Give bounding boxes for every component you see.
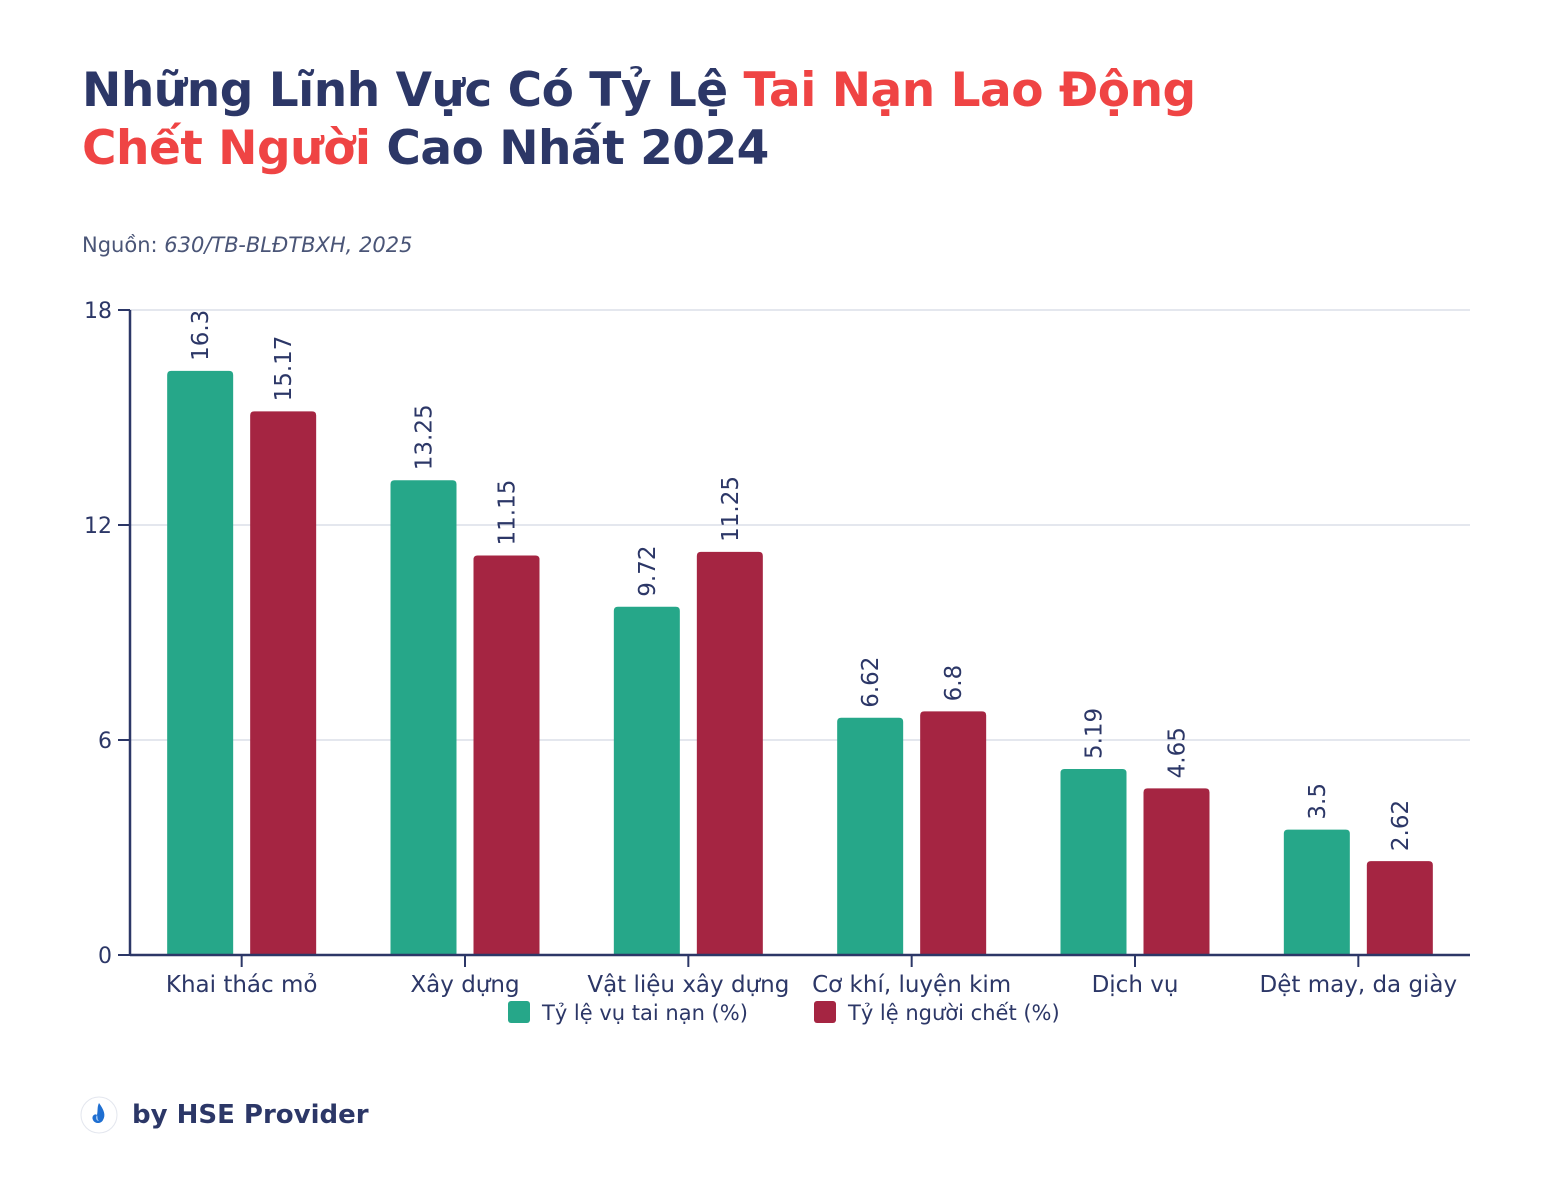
y-tick-label: 0 (98, 944, 112, 969)
bar (920, 711, 987, 955)
data-label: 11.15 (495, 480, 521, 546)
bar-chart: 16.3 15.17 13.25 11.15 9.72 11.25 6.62 6.8 5.19 4… (84, 299, 1470, 1025)
data-label: 3.5 (1305, 783, 1331, 820)
source-value: 630/TB-BLĐTBXH, 2025 (164, 233, 413, 257)
data-label: 6.8 (941, 665, 967, 702)
data-label: 4.65 (1165, 727, 1191, 778)
legend: Tỷ lệ vụ tai nạn (%) Tỷ lệ người chết (%) (508, 1001, 1060, 1025)
source-note: Nguồn: 630/TB-BLĐTBXH, 2025 (82, 233, 412, 257)
x-tick-label: Khai thác mỏ (166, 972, 318, 998)
bar (1366, 861, 1433, 955)
title-highlight-1: Tai Nạn Lao Động (743, 63, 1197, 118)
bars: 16.3 15.17 13.25 11.15 9.72 11.25 6.62 6.8 5.19 4… (167, 310, 1433, 956)
data-label: 6.62 (858, 657, 884, 708)
legend-swatch (508, 1001, 530, 1023)
data-label: 15.17 (271, 336, 297, 402)
title-part-1: Những Lĩnh Vực Có Tỷ Lệ (82, 63, 744, 118)
x-tick-label: Vật liệu xây dựng (587, 972, 789, 998)
bar (613, 606, 680, 955)
footer: by HSE Provider (80, 1096, 369, 1134)
legend-label: Tỷ lệ vụ tai nạn (%) (541, 1001, 748, 1025)
data-label: 11.25 (718, 476, 744, 542)
bar (1060, 769, 1127, 955)
hse-provider-logo-icon (80, 1096, 118, 1134)
x-tick-label: Cơ khí, luyện kim (812, 972, 1011, 998)
y-tick-label: 18 (84, 299, 112, 324)
title-highlight-2: Chết Người (82, 121, 371, 176)
bar (390, 480, 457, 955)
bar (1283, 829, 1350, 955)
x-tick-label: Dệt may, da giày (1260, 972, 1458, 998)
data-label: 13.25 (412, 404, 438, 470)
bar (473, 555, 540, 955)
legend-label: Tỷ lệ người chết (%) (847, 1001, 1060, 1025)
title-part-2: Cao Nhất 2024 (370, 121, 769, 176)
data-label: 2.62 (1388, 800, 1414, 851)
axes: 0 6 12 18 Khai thác mỏ Xây dựng Vật liệu xây d… (84, 299, 1470, 998)
bar (167, 370, 234, 956)
x-tick-label: Xây dựng (410, 972, 519, 998)
data-label: 16.3 (188, 310, 214, 361)
gridlines (130, 309, 1470, 741)
data-label: 9.72 (635, 545, 661, 596)
bar (837, 717, 904, 955)
legend-swatch (814, 1001, 836, 1023)
byline: by HSE Provider (132, 1100, 369, 1130)
source-label: Nguồn: (82, 233, 165, 257)
y-tick-label: 12 (84, 514, 112, 539)
bar (250, 411, 317, 955)
y-tick-label: 6 (98, 729, 112, 754)
bar (1143, 788, 1210, 955)
x-tick-label: Dịch vụ (1092, 972, 1179, 998)
chart-title: Những Lĩnh Vực Có Tỷ Lệ Tai Nạn Lao Động… (82, 62, 1482, 178)
data-label: 5.19 (1082, 708, 1108, 759)
bar (696, 551, 763, 955)
